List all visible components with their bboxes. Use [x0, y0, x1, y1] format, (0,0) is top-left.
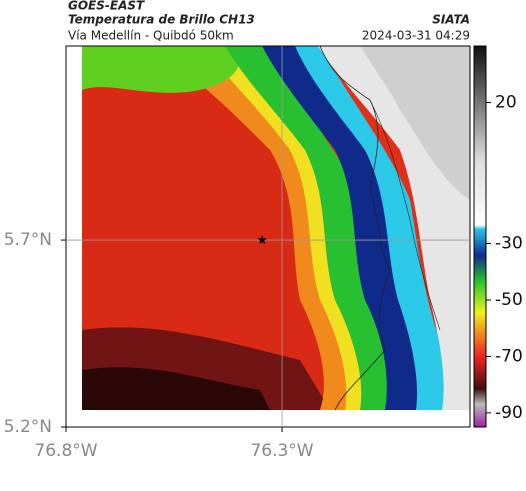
colorbar-tick-label: -70 [495, 346, 523, 366]
brand: SIATA [432, 13, 470, 27]
x-tick-label: 76.3°W [250, 441, 313, 461]
title: Temperatura de Brillo CH13 [68, 13, 255, 27]
colorbar [473, 45, 487, 428]
source: GOES-EAST [68, 0, 145, 13]
y-tick-label: 5.2°N [4, 417, 52, 437]
timestamp: 2024-03-31 04:29 [362, 29, 470, 43]
x-tick-label: 76.8°W [34, 441, 97, 461]
colorbar-tick-label: -50 [495, 290, 523, 310]
map-frame [65, 45, 471, 428]
y-tick-label: 5.7°N [4, 230, 52, 250]
colorbar-tick-label: 20 [495, 92, 517, 112]
location-marker [257, 235, 267, 245]
colorbar-tick-label: -30 [495, 234, 523, 254]
imagery [82, 46, 470, 410]
colorbar-tick-label: -90 [495, 403, 523, 423]
subtitle: Vía Medellín - Quibdó 50km [68, 29, 234, 43]
